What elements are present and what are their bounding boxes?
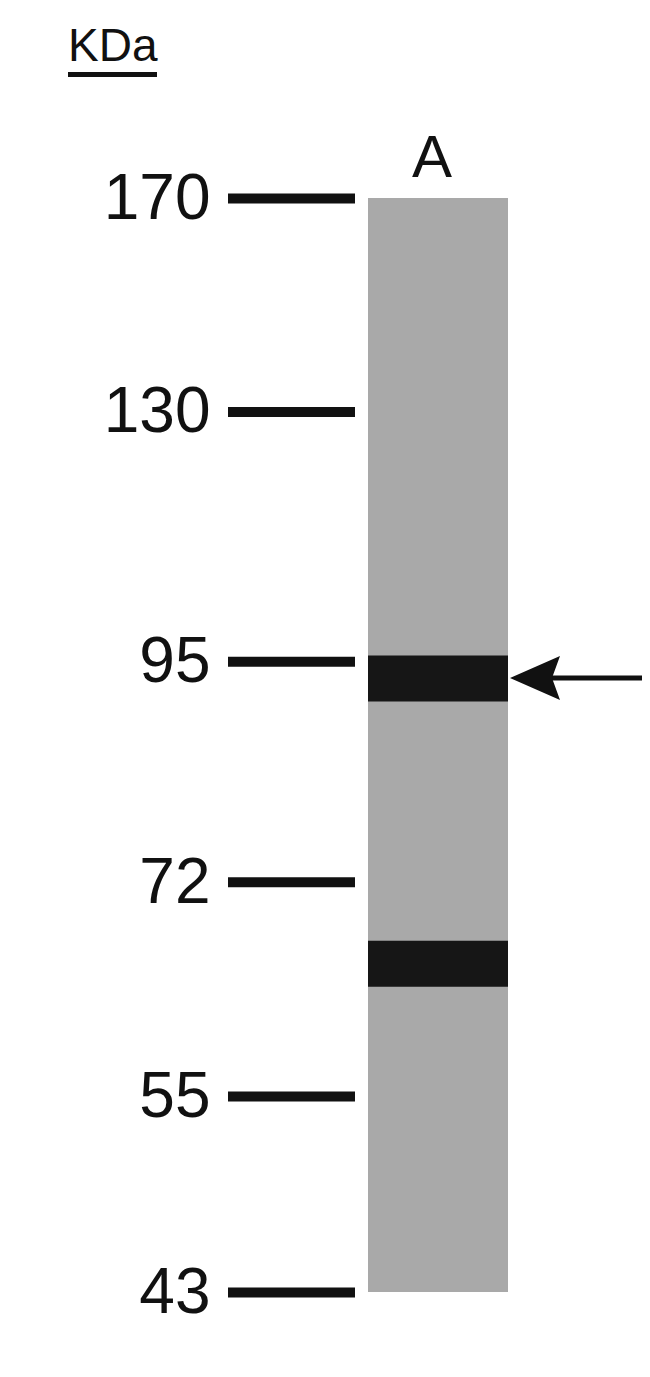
svg-text:130: 130 [104,374,211,446]
svg-text:A: A [412,123,452,190]
svg-text:72: 72 [139,845,210,917]
html-text:KDa: KDa [68,19,158,71]
svg-text:43: 43 [139,1255,210,1327]
svg-text:55: 55 [139,1059,210,1131]
svg-text:170: 170 [104,161,211,233]
svg-text:95: 95 [139,624,210,696]
